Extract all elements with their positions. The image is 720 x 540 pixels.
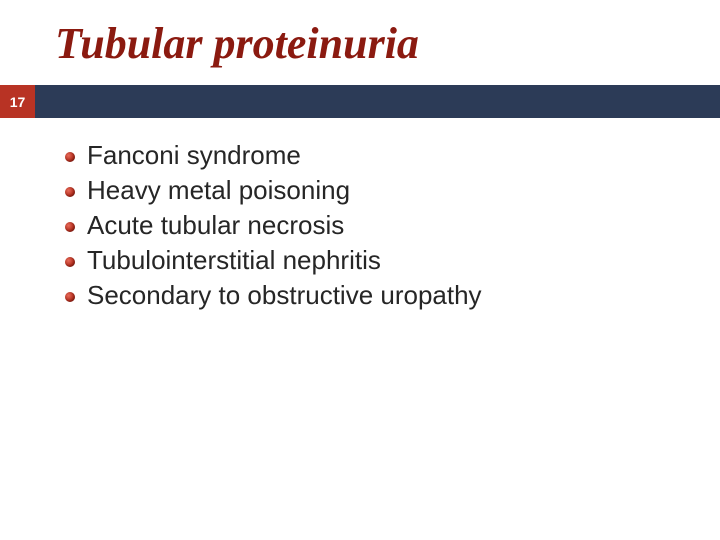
list-item-text: Acute tubular necrosis bbox=[87, 210, 344, 241]
bullet-list: Fanconi syndrome Heavy metal poisoning A… bbox=[65, 140, 645, 315]
list-item: Tubulointerstitial nephritis bbox=[65, 245, 645, 276]
list-item: Fanconi syndrome bbox=[65, 140, 645, 171]
bullet-icon bbox=[65, 222, 75, 232]
bullet-icon bbox=[65, 187, 75, 197]
list-item: Acute tubular necrosis bbox=[65, 210, 645, 241]
bullet-icon bbox=[65, 152, 75, 162]
list-item-text: Secondary to obstructive uropathy bbox=[87, 280, 482, 311]
header-bar bbox=[35, 85, 720, 118]
list-item: Heavy metal poisoning bbox=[65, 175, 645, 206]
header-band: 17 bbox=[0, 85, 720, 118]
bullet-icon bbox=[65, 257, 75, 267]
list-item: Secondary to obstructive uropathy bbox=[65, 280, 645, 311]
slide-title: Tubular proteinuria bbox=[55, 18, 419, 69]
bullet-icon bbox=[65, 292, 75, 302]
list-item-text: Tubulointerstitial nephritis bbox=[87, 245, 381, 276]
list-item-text: Heavy metal poisoning bbox=[87, 175, 350, 206]
slide: Tubular proteinuria 17 Fanconi syndrome … bbox=[0, 0, 720, 540]
list-item-text: Fanconi syndrome bbox=[87, 140, 301, 171]
page-number-badge: 17 bbox=[0, 85, 35, 118]
